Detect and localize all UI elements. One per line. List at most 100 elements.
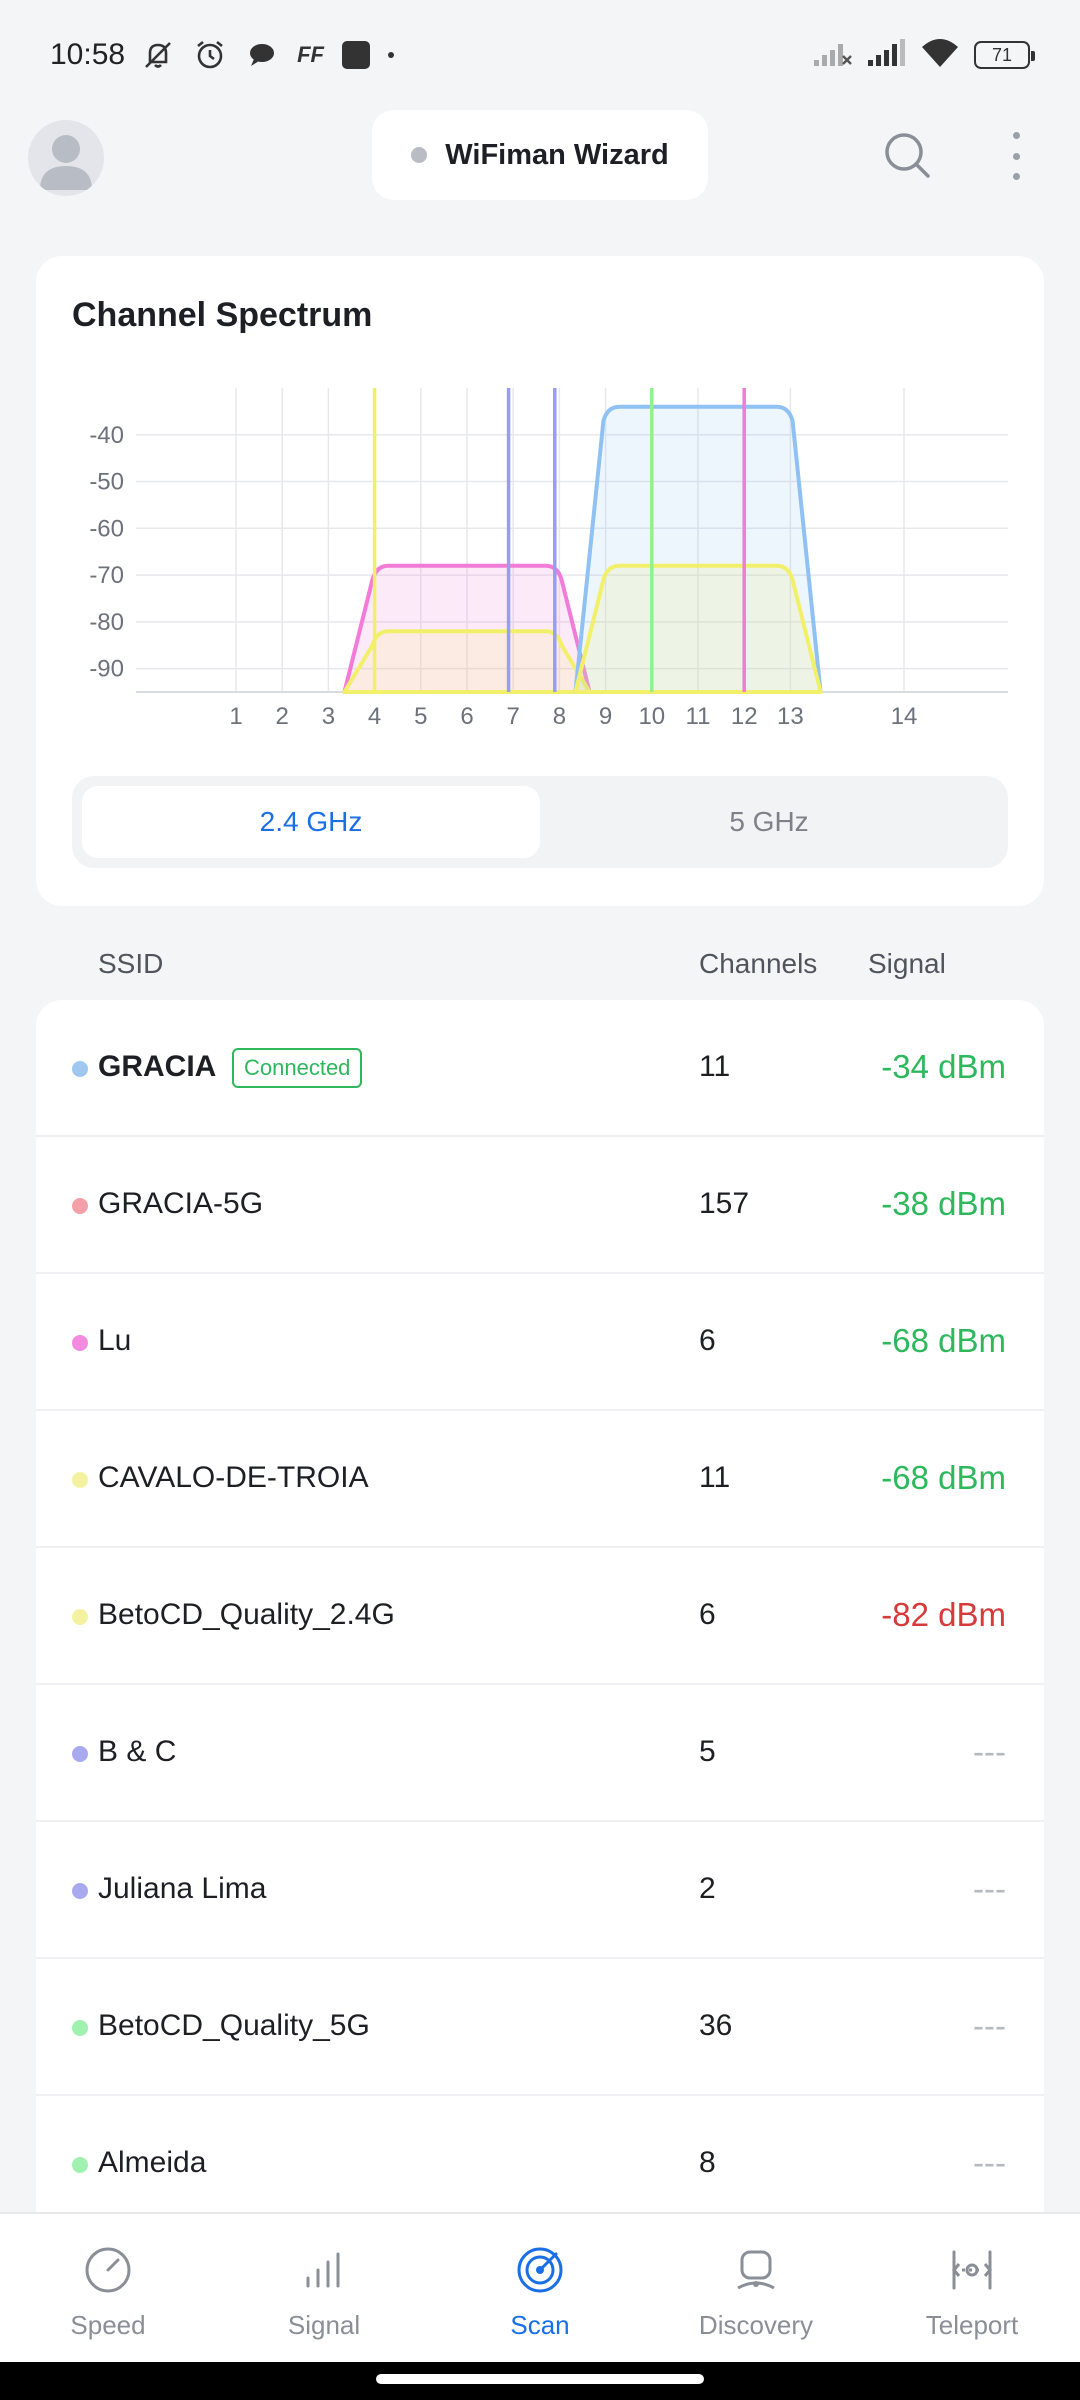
app-icon <box>341 41 370 69</box>
network-ssid: Juliana Lima <box>98 1872 267 1905</box>
network-ssid: GRACIA <box>98 1050 217 1083</box>
network-channel: 11 <box>699 1461 731 1494</box>
network-row[interactable]: Almeida 8 --- <box>36 2096 1044 2214</box>
search-icon[interactable] <box>882 130 934 182</box>
network-signal: --- <box>973 1870 1006 1907</box>
network-row[interactable]: GRACIA-5G 157 -38 dBm <box>36 1137 1044 1274</box>
network-color-dot <box>72 1883 88 1899</box>
network-ssid: GRACIA-5G <box>98 1187 264 1220</box>
nav-label: Speed <box>70 2310 146 2340</box>
network-ssid: Lu <box>98 1324 132 1357</box>
y-tick-label: -90 <box>89 656 124 683</box>
x-tick-label: 13 <box>777 703 804 730</box>
network-signal: --- <box>973 1733 1006 1770</box>
network-ssid: BetoCD_Quality_5G <box>98 2009 370 2042</box>
y-tick-label: -80 <box>89 609 124 636</box>
network-channel: 157 <box>699 1187 750 1220</box>
network-color-dot <box>72 1746 88 1762</box>
network-signal: -38 dBm <box>881 1185 1006 1222</box>
nav-speed[interactable]: Speed <box>0 2214 216 2362</box>
network-color-dot <box>72 1198 88 1214</box>
nav-signal[interactable]: Signal <box>216 2214 432 2362</box>
signal-icon <box>812 38 852 73</box>
x-tick-label: 6 <box>460 703 473 730</box>
network-list-header: SSID Channels Signal <box>0 930 1080 996</box>
network-row[interactable]: BetoCD_Quality_2.4G 6 -82 dBm <box>36 1548 1044 1685</box>
battery-icon: 71 <box>974 41 1035 69</box>
network-channel: 6 <box>699 1324 716 1357</box>
wizard-button[interactable]: WiFiman Wizard <box>372 110 708 200</box>
wizard-label: WiFiman Wizard <box>445 138 669 171</box>
x-tick-label: 10 <box>638 703 665 730</box>
x-tick-label: 4 <box>368 703 381 730</box>
x-tick-label: 5 <box>414 703 427 730</box>
network-signal: --- <box>973 2144 1006 2181</box>
x-tick-label: 12 <box>731 703 758 730</box>
teleport-icon <box>952 2250 992 2290</box>
network-ssid: CAVALO-DE-TROIA <box>98 1461 369 1494</box>
band-switch: 2.4 GHz 5 GHz <box>72 776 1008 868</box>
nav-discovery[interactable]: Discovery <box>648 2214 864 2362</box>
network-channel: 11 <box>699 1050 731 1083</box>
network-signal: -68 dBm <box>881 1459 1006 1496</box>
network-row[interactable]: CAVALO-DE-TROIA 11 -68 dBm <box>36 1411 1044 1548</box>
network-ssid: Almeida <box>98 2146 207 2179</box>
connected-badge: Connected <box>232 1048 363 1088</box>
network-row[interactable]: BetoCD_Quality_5G 36 --- <box>36 1959 1044 2096</box>
dot-icon <box>387 52 394 58</box>
nav-scan[interactable]: Scan <box>432 2214 648 2362</box>
more-vertical-icon[interactable] <box>1000 128 1032 184</box>
nav-label: Scan <box>510 2310 570 2340</box>
spectrum-series-CAVALO-DE-TROIA <box>573 563 823 694</box>
wizard-status-dot <box>411 147 428 163</box>
speedometer-icon <box>85 2247 131 2293</box>
network-channel: 6 <box>699 1598 716 1631</box>
channels-column-header[interactable]: Channels <box>699 948 818 979</box>
y-tick-label: -60 <box>89 515 124 542</box>
signal-icon <box>866 38 906 73</box>
alarm-icon <box>193 38 227 72</box>
nav-label: Discovery <box>698 2310 814 2340</box>
network-list: GRACIA Connected 11 -34 dBm GRACIA-5G 15… <box>36 1000 1044 2214</box>
x-tick-label: 8 <box>553 703 566 730</box>
spectrum-series-BetoCD_Quality_2.4G <box>342 629 592 694</box>
network-row[interactable]: B & C 5 --- <box>36 1685 1044 1822</box>
band-2-4ghz[interactable]: 2.4 GHz <box>82 786 540 858</box>
wifi-icon <box>920 37 960 74</box>
network-channel: 8 <box>699 2146 716 2179</box>
x-tick-label: 9 <box>599 703 612 730</box>
signal-bars-icon <box>306 2252 340 2288</box>
network-row[interactable]: Lu 6 -68 dBm <box>36 1274 1044 1411</box>
avatar[interactable] <box>28 120 104 196</box>
x-tick-label: 1 <box>229 703 242 730</box>
status-icons-right: 71 <box>812 37 1035 74</box>
signal-column-header[interactable]: Signal <box>868 948 946 979</box>
nav-label: Signal <box>287 2310 361 2340</box>
x-tick-label: 14 <box>891 703 918 730</box>
network-ssid: BetoCD_Quality_2.4G <box>98 1598 395 1631</box>
x-tick-label: 7 <box>507 703 520 730</box>
network-row[interactable]: GRACIA Connected 11 -34 dBm <box>36 1000 1044 1137</box>
network-color-dot <box>72 1472 88 1488</box>
network-channel: 2 <box>699 1872 716 1905</box>
network-row[interactable]: Juliana Lima 2 --- <box>36 1822 1044 1959</box>
x-tick-label: 2 <box>276 703 289 730</box>
chat-icon <box>245 38 279 72</box>
network-color-dot <box>72 2157 88 2173</box>
x-tick-label: 3 <box>322 703 335 730</box>
network-signal: -34 dBm <box>881 1048 1006 1085</box>
network-signal: -68 dBm <box>881 1322 1006 1359</box>
gesture-bar <box>0 2362 1080 2400</box>
card-title: Channel Spectrum <box>72 296 373 334</box>
nav-teleport[interactable]: Teleport <box>864 2214 1080 2362</box>
channel-spectrum-card: Channel Spectrum -40 -50 -60 -70 -80 -90 1 2 3 4 5… <box>36 256 1044 906</box>
mute-icon <box>141 38 175 72</box>
status-bar: 10:58 FF 71 <box>0 0 1080 110</box>
band-5ghz[interactable]: 5 GHz <box>729 806 809 837</box>
ssid-column-header[interactable]: SSID <box>98 948 164 979</box>
radar-icon <box>517 2247 563 2293</box>
network-ssid: B & C <box>98 1735 177 1768</box>
network-signal: -82 dBm <box>881 1596 1006 1633</box>
home-indicator[interactable] <box>376 2374 704 2384</box>
y-tick-label: -70 <box>89 562 124 589</box>
